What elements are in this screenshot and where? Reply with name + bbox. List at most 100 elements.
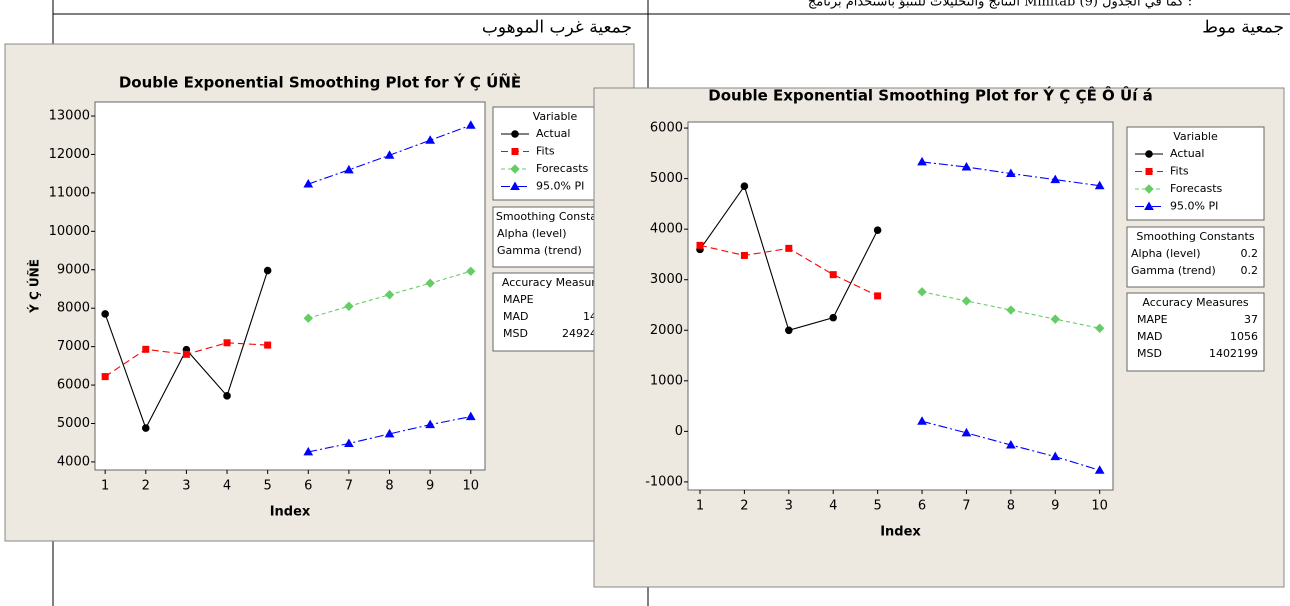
marker [303, 179, 314, 188]
x-tick-label: 8 [1007, 499, 1015, 514]
marker [829, 313, 838, 322]
x-tick-label: 6 [304, 479, 312, 494]
marker [1050, 314, 1060, 324]
y-tick-label: 5000 [650, 171, 683, 186]
heading: جمعية غرب الموهوب [482, 18, 632, 38]
marker [465, 411, 476, 421]
marker [961, 427, 972, 437]
marker [874, 292, 882, 300]
stats-title: Accuracy Measures [502, 276, 608, 289]
x-tick-label: 3 [785, 499, 793, 514]
marker [384, 150, 395, 159]
marker [917, 287, 927, 297]
x-tick-label: 2 [142, 479, 150, 494]
marker [1094, 180, 1105, 190]
marker [917, 416, 927, 425]
x-axis-label: Index [270, 505, 311, 520]
stats-box [1126, 226, 1265, 288]
marker [785, 326, 793, 335]
stats-value: 0.2 [1241, 264, 1259, 277]
marker [142, 345, 150, 353]
marker [1144, 201, 1154, 210]
stats-label: Gamma (trend) [497, 244, 582, 257]
marker [344, 438, 354, 447]
marker [1005, 168, 1016, 178]
marker [466, 266, 476, 277]
marker [511, 148, 519, 155]
y-tick-label: 13000 [49, 109, 90, 124]
y-tick-label: 4000 [57, 454, 90, 469]
x-tick-label: 2 [740, 499, 748, 514]
stats-label: Gamma (trend) [1131, 264, 1216, 277]
legend-title: Variable [533, 110, 578, 123]
marker [425, 135, 436, 144]
marker [303, 313, 313, 323]
heading: جمعية موط [1202, 18, 1284, 38]
x-tick-label: 9 [426, 479, 434, 494]
marker [1050, 174, 1061, 184]
stats-label: MAPE [1137, 313, 1168, 326]
marker [1005, 440, 1016, 449]
marker [1050, 451, 1061, 461]
marker [465, 120, 476, 129]
stats-label: Alpha (level) [1131, 247, 1201, 260]
x-tick-label: 5 [873, 499, 881, 514]
y-tick-label: 1000 [650, 373, 683, 388]
y-axis-label: Ý Ç ÚÑÈ [27, 259, 42, 314]
marker [829, 271, 837, 279]
stats-label: MSD [1137, 347, 1162, 360]
legend-title: Variable [1173, 130, 1218, 143]
marker [303, 446, 314, 456]
marker [141, 424, 150, 432]
marker [740, 251, 748, 259]
marker [917, 156, 927, 166]
marker [425, 419, 436, 429]
chart-title: Double Exponential Smoothing Plot for Ý … [119, 73, 521, 92]
legend-label: Forecasts [536, 162, 589, 175]
marker [873, 226, 882, 234]
legend-label: Forecasts [1170, 182, 1223, 195]
marker [264, 341, 272, 349]
y-tick-label: -1000 [645, 474, 683, 489]
top-line: النتائج والتحليلات للتنبؤ باستخدام برنام… [808, 0, 1192, 10]
legend-label: Fits [536, 145, 555, 158]
marker [961, 161, 972, 171]
stats-label: MAD [1137, 330, 1163, 343]
stats-title: Smoothing Constants [496, 210, 614, 223]
y-tick-label: 6000 [650, 121, 683, 136]
marker [1094, 465, 1105, 474]
x-tick-label: 8 [385, 479, 393, 494]
x-tick-label: 10 [1091, 499, 1108, 514]
marker [263, 266, 272, 275]
stats-box [1126, 292, 1265, 372]
y-tick-label: 0 [675, 424, 683, 439]
y-tick-label: 5000 [57, 416, 90, 431]
x-axis-label: Index [880, 525, 921, 540]
legend-label: 95.0% PI [536, 180, 584, 193]
marker [1144, 184, 1154, 194]
y-tick-label: 7000 [57, 339, 90, 354]
marker [182, 350, 190, 358]
y-tick-label: 12000 [49, 147, 90, 162]
marker [1145, 168, 1153, 175]
marker [1145, 150, 1153, 158]
x-tick-label: 1 [101, 479, 109, 494]
marker [223, 392, 231, 400]
x-tick-label: 9 [1051, 499, 1059, 514]
y-tick-label: 11000 [49, 185, 90, 200]
marker [961, 296, 972, 306]
x-tick-label: 4 [223, 479, 231, 494]
stats-value: 37 [1244, 313, 1258, 326]
marker [1094, 323, 1105, 333]
x-tick-label: 6 [918, 499, 926, 514]
marker [1006, 305, 1016, 315]
marker [696, 241, 704, 249]
legend-label: Actual [536, 127, 570, 140]
marker [511, 130, 519, 138]
stats-label: MSD [503, 327, 528, 340]
stats-label: MAPE [503, 293, 534, 306]
plot-area [687, 121, 1114, 491]
stats-label: Alpha (level) [497, 227, 567, 240]
x-tick-label: 10 [463, 479, 480, 494]
